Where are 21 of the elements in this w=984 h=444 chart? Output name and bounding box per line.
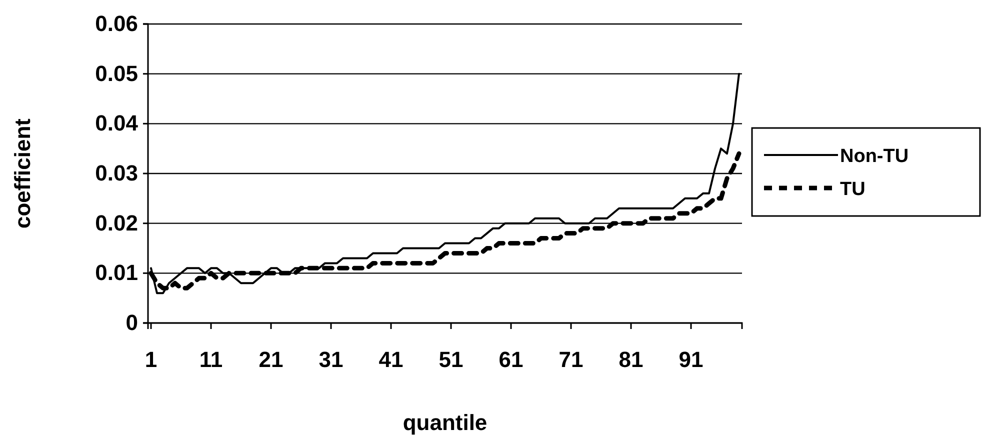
y-tick-label: 0.06 xyxy=(95,11,138,36)
y-tick-label: 0 xyxy=(126,310,138,336)
x-tick-label: 61 xyxy=(498,347,524,372)
y-tick-label: 0.05 xyxy=(95,60,138,86)
x-tick-label: 21 xyxy=(258,347,284,372)
x-tick-label: 1 xyxy=(144,347,158,372)
y-tick-label: 0.04 xyxy=(95,110,139,136)
x-axis-title: quantile xyxy=(402,410,488,435)
y-tick-label: 0.02 xyxy=(95,210,138,236)
x-tick-label: 31 xyxy=(318,347,344,372)
x-tick-label: 51 xyxy=(438,347,464,372)
legend-label: TU xyxy=(840,179,866,200)
x-tick-label: 11 xyxy=(199,347,223,372)
y-axis-title: coefficient xyxy=(10,118,35,229)
x-tick-label: 41 xyxy=(378,347,404,372)
x-tick-label: 91 xyxy=(678,347,704,372)
y-tick-label: 0.03 xyxy=(95,160,138,186)
x-tick-label: 71 xyxy=(558,347,584,372)
y-tick-label: 0.01 xyxy=(95,260,138,286)
x-tick-label: 81 xyxy=(618,347,644,372)
legend-label: Non-TU xyxy=(840,146,909,167)
